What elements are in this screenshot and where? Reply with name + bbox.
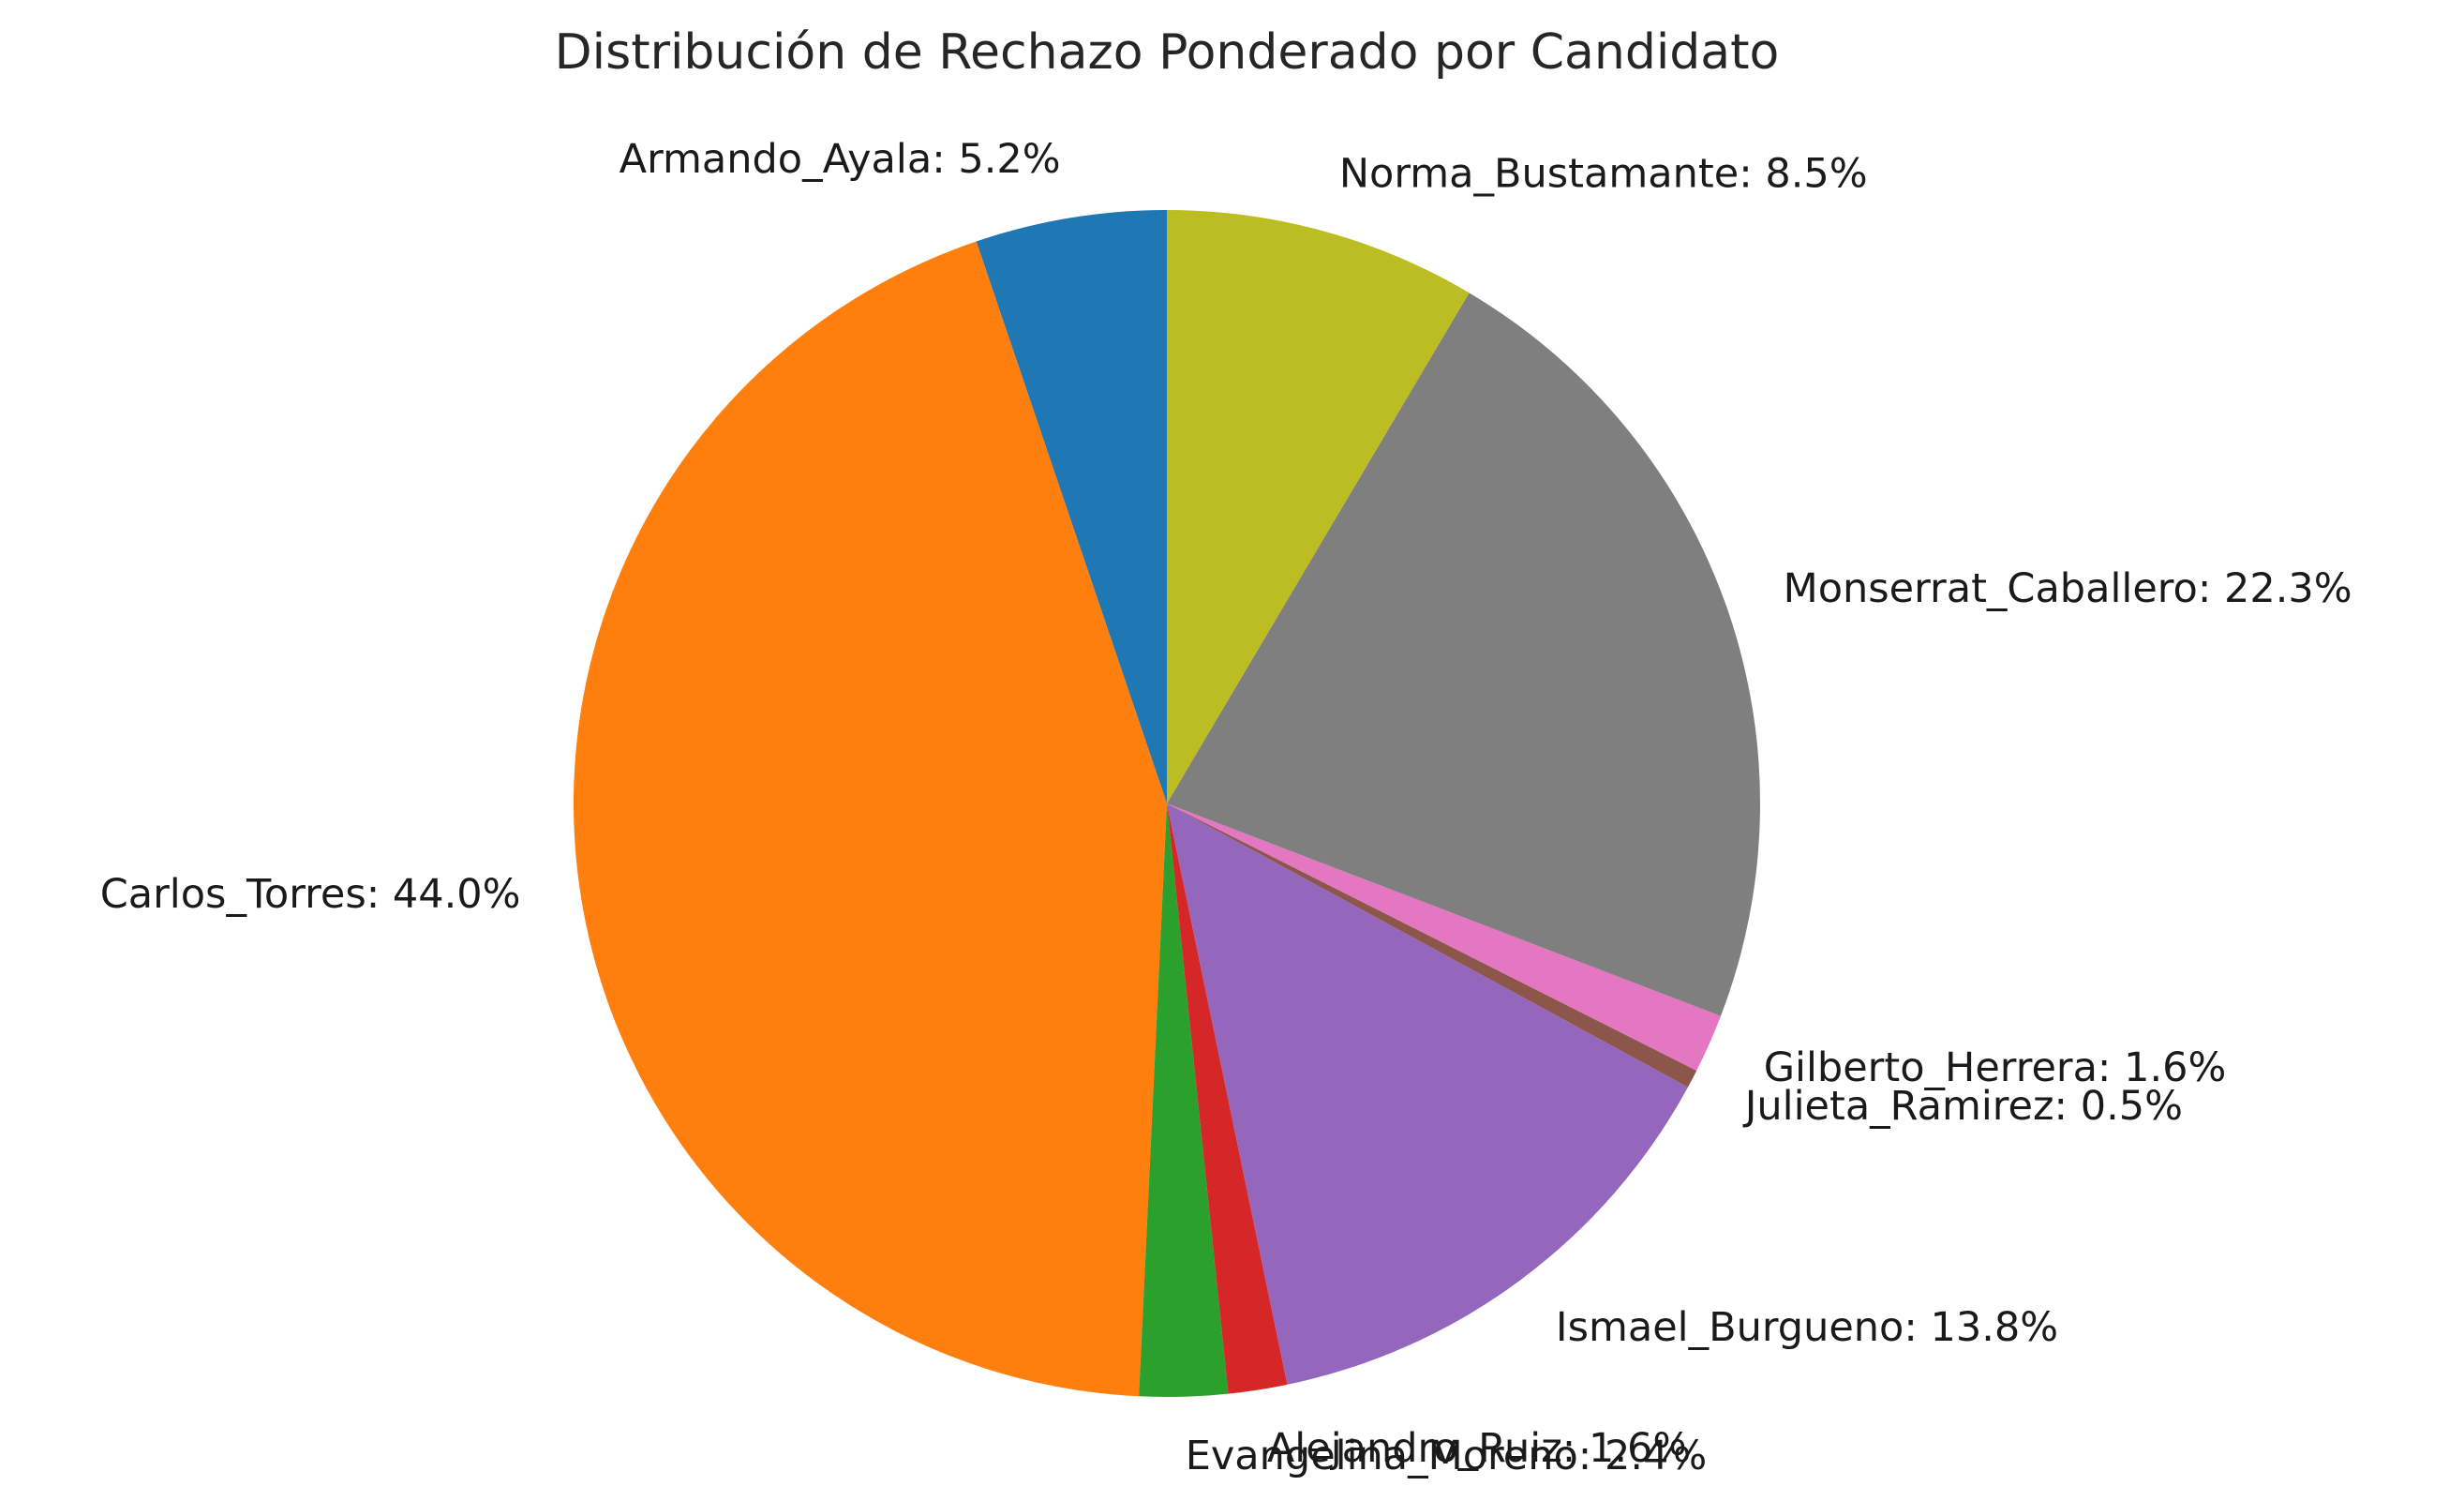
pie-labels: Armando_Ayala: 5.2% Carlos_Torres: 44.0% E… bbox=[100, 136, 2352, 1479]
slice-label-julieta-ramirez: Julieta_Ramirez: 0.5% bbox=[1742, 1083, 2183, 1130]
slice-label-monserrat-caballero: Monserrat_Caballero: 22.3% bbox=[1784, 565, 2352, 612]
slice-label-gilberto-herrera: Gilberto_Herrera: 1.6% bbox=[1764, 1044, 2227, 1091]
slice-label-carlos-torres: Carlos_Torres: 44.0% bbox=[100, 871, 521, 918]
pie-slice-gilberto-herrera bbox=[1167, 803, 1721, 1071]
pie-slice-carlos-torres bbox=[573, 241, 1167, 1397]
slice-label-evangelina-moreno: Evangelina_Moreno: 2.4% bbox=[1186, 1433, 1708, 1479]
pie-slices bbox=[573, 210, 1760, 1398]
chart-title: Distribución de Rechazo Ponderado por Ca… bbox=[555, 24, 1780, 81]
slice-label-ismael-burgueno: Ismael_Burgueno: 13.8% bbox=[1556, 1304, 2058, 1351]
slice-label-alejandro-ruiz: Alejandro_Ruiz: 1.6% bbox=[1267, 1425, 1691, 1472]
slice-label-armando-ayala: Armando_Ayala: 5.2% bbox=[620, 136, 1061, 183]
pie-slice-evangelina-moreno bbox=[1139, 803, 1229, 1398]
pie-slice-alejandro-ruiz bbox=[1167, 803, 1288, 1394]
pie-slice-julieta-ramirez bbox=[1167, 803, 1697, 1088]
pie-slice-armando-ayala bbox=[976, 210, 1167, 803]
pie-slice-norma-bustamante bbox=[1167, 210, 1470, 803]
pie-slice-ismael-burgueno bbox=[1167, 803, 1688, 1385]
slice-label-norma-bustamante: Norma_Bustamante: 8.5% bbox=[1339, 150, 1868, 197]
pie-slice-monserrat-caballero bbox=[1167, 293, 1760, 1016]
